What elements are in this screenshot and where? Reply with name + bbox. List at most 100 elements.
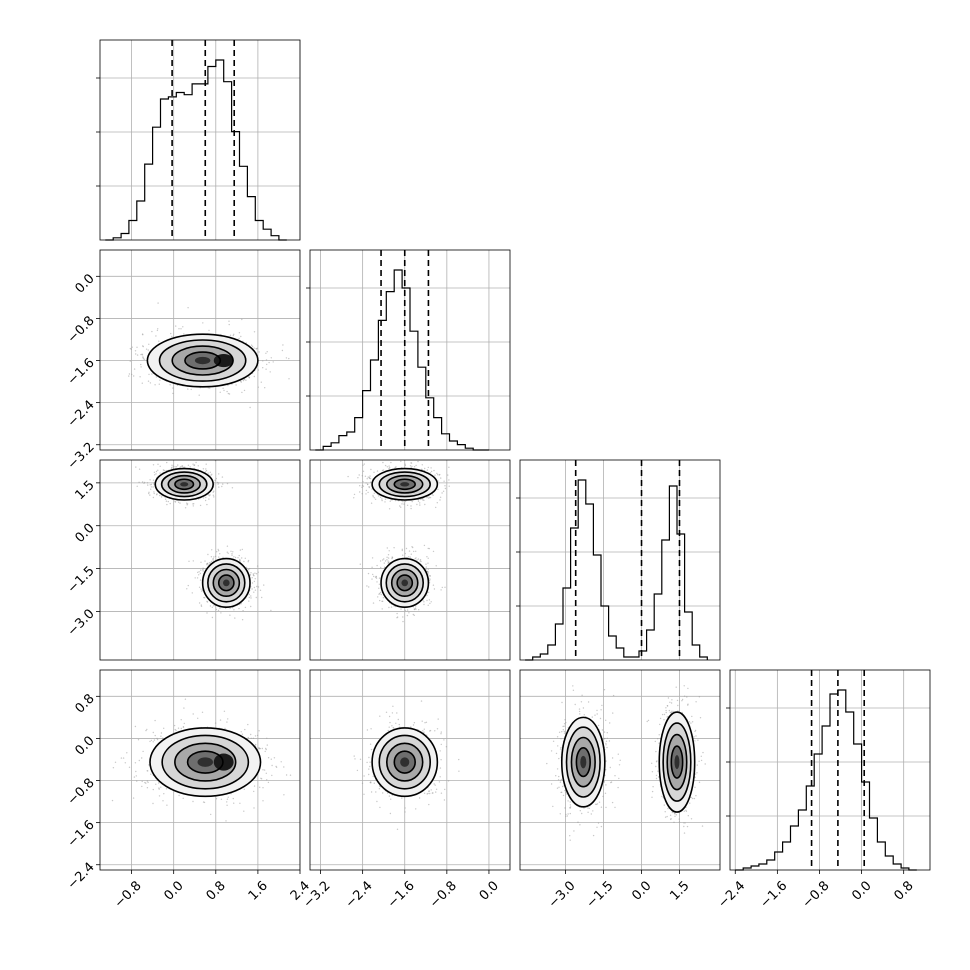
scatter-point bbox=[552, 805, 554, 808]
scatter-point bbox=[605, 742, 607, 745]
scatter-point bbox=[673, 821, 675, 823]
scatter-point bbox=[209, 494, 211, 496]
scatter-point bbox=[162, 800, 164, 802]
scatter-point bbox=[235, 384, 237, 386]
scatter-point bbox=[208, 498, 210, 500]
scatter-point bbox=[384, 498, 387, 500]
pair-panel-3-2 bbox=[519, 669, 721, 871]
pair-content bbox=[100, 250, 300, 450]
scatter-point bbox=[132, 797, 135, 799]
scatter-point bbox=[171, 464, 173, 466]
scatter-point bbox=[683, 695, 686, 697]
scatter-point bbox=[599, 717, 602, 720]
scatter-point bbox=[606, 746, 608, 749]
pair-content bbox=[520, 670, 720, 870]
scatter-point bbox=[447, 474, 449, 476]
scatter-point bbox=[263, 769, 266, 771]
scatter-point bbox=[199, 572, 202, 575]
scatter-point bbox=[241, 733, 244, 735]
scatter-point bbox=[655, 750, 657, 753]
scatter-point bbox=[175, 466, 178, 468]
scatter-point bbox=[227, 552, 229, 554]
scatter-point bbox=[137, 739, 140, 741]
scatter-point bbox=[605, 784, 607, 786]
scatter-point bbox=[238, 607, 240, 610]
scatter-point bbox=[646, 720, 648, 723]
scatter-point bbox=[128, 373, 131, 375]
contour-line bbox=[385, 474, 424, 494]
scatter-point bbox=[138, 759, 140, 762]
scatter-point bbox=[402, 620, 404, 623]
scatter-point bbox=[194, 577, 196, 579]
scatter-point bbox=[227, 796, 229, 798]
scatter-point bbox=[673, 710, 675, 713]
scatter-point bbox=[387, 562, 389, 564]
scatter-point bbox=[582, 707, 585, 709]
contour-line bbox=[171, 345, 234, 376]
scatter-point bbox=[265, 352, 267, 354]
scatter-point bbox=[153, 492, 155, 495]
scatter-point bbox=[690, 796, 692, 799]
scatter-point bbox=[226, 804, 228, 806]
scatter-point bbox=[213, 605, 215, 607]
scatter-point bbox=[393, 547, 395, 549]
scatter-point bbox=[432, 550, 435, 553]
scatter-point bbox=[378, 587, 380, 589]
scatter-point bbox=[187, 584, 189, 587]
scatter-point bbox=[562, 729, 564, 731]
scatter-point bbox=[696, 772, 698, 774]
scatter-point bbox=[587, 811, 589, 813]
scatter-point bbox=[257, 586, 260, 588]
scatter-point bbox=[417, 500, 420, 502]
scatter-point bbox=[427, 604, 429, 606]
scatter-point bbox=[415, 557, 417, 559]
scatter-point bbox=[222, 556, 224, 559]
scatter-point bbox=[602, 795, 604, 798]
scatter-point bbox=[590, 813, 592, 815]
scatter-point bbox=[657, 770, 659, 772]
scatter-point bbox=[387, 554, 390, 556]
density-fill bbox=[401, 579, 409, 587]
scatter-point bbox=[187, 388, 189, 390]
scatter-point bbox=[388, 606, 390, 609]
scatter-point bbox=[215, 608, 218, 611]
scatter-point bbox=[406, 609, 409, 611]
scatter-point bbox=[233, 333, 235, 335]
scatter-point bbox=[253, 375, 255, 378]
scatter-point bbox=[254, 743, 257, 746]
scatter-point bbox=[217, 483, 219, 485]
contour-line bbox=[393, 478, 416, 491]
scatter-point bbox=[678, 821, 681, 823]
scatter-point bbox=[370, 468, 372, 471]
scatter-point bbox=[250, 595, 252, 597]
scatter-point bbox=[238, 337, 240, 340]
scatter-point bbox=[567, 813, 569, 815]
scatter-point bbox=[202, 497, 205, 499]
scatter-point bbox=[362, 470, 365, 472]
scatter-point bbox=[204, 560, 206, 562]
scatter-point bbox=[413, 722, 416, 724]
hist-panel-3 bbox=[726, 669, 931, 871]
scatter-point bbox=[153, 482, 155, 484]
scatter-point bbox=[422, 730, 424, 732]
scatter-point bbox=[228, 393, 231, 395]
scatter-point bbox=[556, 768, 559, 770]
scatter-point bbox=[668, 709, 671, 712]
scatter-point bbox=[387, 557, 390, 559]
scatter-point bbox=[141, 354, 144, 356]
panel-frame bbox=[99, 459, 301, 661]
scatter-point bbox=[651, 790, 654, 793]
pair-panel-2-1 bbox=[309, 459, 511, 661]
scatter-point bbox=[458, 770, 460, 772]
scatter-point bbox=[371, 578, 373, 580]
scatter-point bbox=[270, 609, 272, 612]
scatter-point bbox=[256, 734, 259, 737]
scatter-point bbox=[415, 464, 417, 467]
scatter-point bbox=[211, 549, 213, 551]
scatter-point bbox=[435, 506, 437, 509]
scatter-point bbox=[163, 469, 165, 472]
scatter-point bbox=[578, 710, 581, 713]
scatter-point bbox=[428, 580, 431, 582]
scatter-point bbox=[581, 694, 583, 696]
scatter-point bbox=[439, 496, 442, 498]
